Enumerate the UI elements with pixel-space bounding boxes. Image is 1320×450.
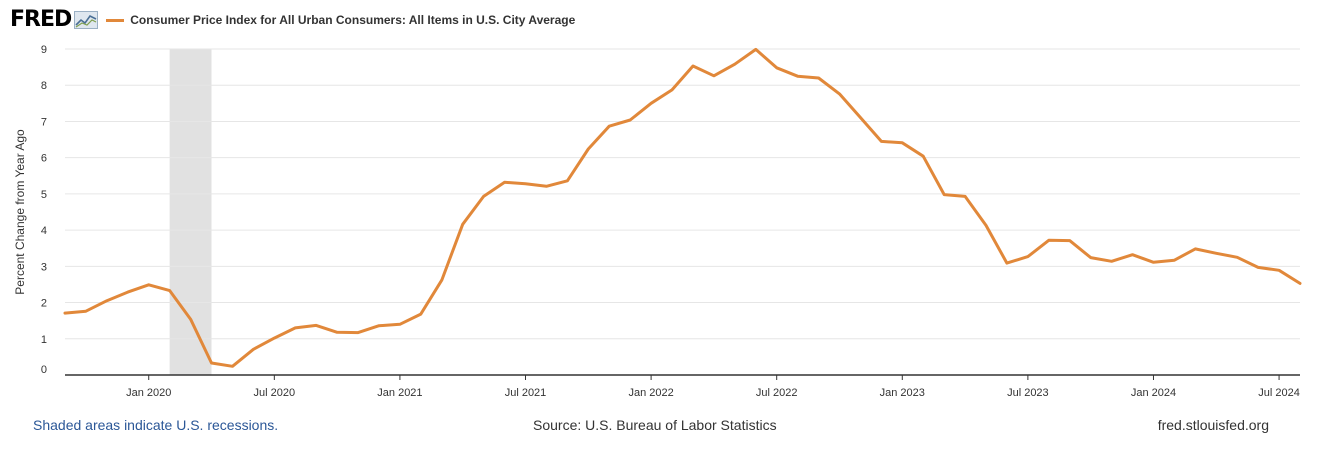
legend-swatch bbox=[106, 18, 125, 22]
data-point bbox=[691, 64, 695, 68]
data-point bbox=[524, 182, 527, 185]
line-graph-icon bbox=[74, 11, 99, 29]
data-point bbox=[273, 336, 276, 340]
data-point bbox=[796, 74, 799, 78]
data-point bbox=[210, 361, 213, 365]
data-point bbox=[901, 141, 904, 145]
y-tick-label: 5 bbox=[41, 189, 47, 201]
x-tick-label: Jan 2024 bbox=[1131, 387, 1176, 399]
y-tick-label: 3 bbox=[41, 261, 47, 273]
data-point bbox=[922, 155, 925, 158]
data-point bbox=[252, 348, 255, 351]
data-point bbox=[147, 283, 150, 287]
data-point bbox=[168, 289, 171, 292]
grid-layer bbox=[65, 48, 1300, 380]
source-note: Source: U.S. Bureau of Labor Statistics bbox=[533, 417, 777, 433]
data-point bbox=[775, 66, 778, 70]
data-point bbox=[670, 88, 674, 92]
y-tick-label: 7 bbox=[41, 116, 47, 128]
data-point bbox=[649, 102, 653, 105]
data-point bbox=[398, 323, 402, 326]
x-tick-label: Jan 2023 bbox=[880, 387, 925, 399]
data-point bbox=[963, 195, 967, 198]
data-point bbox=[608, 124, 611, 128]
series-layer bbox=[63, 47, 1302, 368]
data-point bbox=[356, 331, 360, 334]
data-point bbox=[482, 195, 485, 198]
x-tick-label: Jul 2021 bbox=[505, 387, 547, 399]
data-point bbox=[84, 310, 88, 313]
data-point bbox=[1236, 256, 1239, 259]
chart-header: FRED Consumer Price Index for All Urban … bbox=[10, 6, 575, 34]
data-point bbox=[335, 331, 339, 334]
x-tick-label: Jul 2024 bbox=[1258, 387, 1300, 399]
data-point bbox=[545, 185, 548, 188]
legend-label: Consumer Price Index for All Urban Consu… bbox=[130, 13, 576, 27]
data-point bbox=[566, 179, 569, 183]
y-tick-label: 0 bbox=[41, 364, 47, 376]
data-point bbox=[1005, 261, 1009, 265]
y-tick-label: 8 bbox=[41, 80, 47, 92]
y-axis-title: Percent Change from Year Ago bbox=[13, 129, 27, 295]
data-point bbox=[1256, 266, 1260, 269]
recession-layer bbox=[169, 49, 212, 375]
x-tick-label: Jul 2023 bbox=[1007, 387, 1049, 399]
data-point bbox=[189, 318, 192, 321]
data-point bbox=[880, 140, 883, 143]
data-point bbox=[838, 92, 841, 96]
data-point bbox=[294, 326, 297, 330]
data-point bbox=[377, 324, 381, 327]
data-point bbox=[1089, 256, 1092, 259]
y-tick-label: 6 bbox=[41, 153, 47, 165]
data-point bbox=[231, 365, 234, 368]
data-point bbox=[503, 181, 506, 184]
y-tick-labels: 0 1 2 3 4 5 6 7 8 9 bbox=[41, 44, 47, 376]
data-point bbox=[1152, 261, 1155, 264]
series-line bbox=[63, 47, 1302, 368]
site-link[interactable]: fred.stlouisfed.org bbox=[1157, 417, 1269, 433]
data-point bbox=[733, 63, 737, 66]
fred-logo[interactable]: FRED bbox=[10, 7, 99, 32]
data-point bbox=[1068, 239, 1071, 242]
data-point bbox=[1173, 258, 1176, 262]
data-point bbox=[461, 223, 464, 226]
data-point bbox=[1110, 260, 1113, 263]
data-point bbox=[1131, 253, 1134, 256]
y-tick-label: 4 bbox=[41, 225, 47, 237]
legend: Consumer Price Index for All Urban Consu… bbox=[106, 13, 575, 27]
data-point bbox=[419, 312, 423, 316]
chart: 0 1 2 3 4 5 6 7 8 9 Jan 2020 Jul 2020 Jan 2021 Jul 2… bbox=[13, 44, 1302, 399]
data-point bbox=[126, 290, 129, 294]
x-tick-label: Jul 2022 bbox=[756, 387, 798, 399]
x-tick-label: Jan 2021 bbox=[377, 387, 422, 399]
data-point bbox=[817, 76, 820, 80]
data-point bbox=[984, 224, 988, 227]
data-point bbox=[1194, 247, 1197, 251]
x-tick-label: Jan 2022 bbox=[628, 387, 673, 399]
data-point bbox=[712, 74, 716, 78]
data-point bbox=[1215, 252, 1218, 255]
data-point bbox=[1277, 269, 1281, 272]
data-point bbox=[942, 193, 946, 196]
recession-band bbox=[169, 49, 212, 375]
x-tick-label: Jul 2020 bbox=[254, 387, 296, 399]
y-tick-label: 2 bbox=[41, 298, 47, 310]
data-point bbox=[754, 48, 757, 51]
data-point bbox=[859, 116, 862, 119]
data-point bbox=[628, 118, 632, 122]
data-point bbox=[1047, 239, 1051, 242]
recession-note: Shaded areas indicate U.S. recessions. bbox=[33, 417, 279, 433]
data-point bbox=[587, 147, 590, 151]
y-tick-label: 1 bbox=[41, 334, 47, 346]
y-tick-label: 9 bbox=[41, 44, 47, 56]
data-point bbox=[63, 311, 67, 315]
data-point bbox=[314, 324, 318, 327]
data-point bbox=[1298, 282, 1302, 285]
data-point bbox=[105, 299, 109, 302]
x-tick-label: Jan 2020 bbox=[126, 387, 171, 399]
data-point bbox=[440, 278, 443, 282]
x-tick-labels: Jan 2020 Jul 2020 Jan 2021 Jul 2021 Jan 2022… bbox=[126, 387, 1300, 399]
data-point bbox=[1026, 255, 1030, 258]
fred-logo-text: FRED bbox=[10, 7, 72, 32]
